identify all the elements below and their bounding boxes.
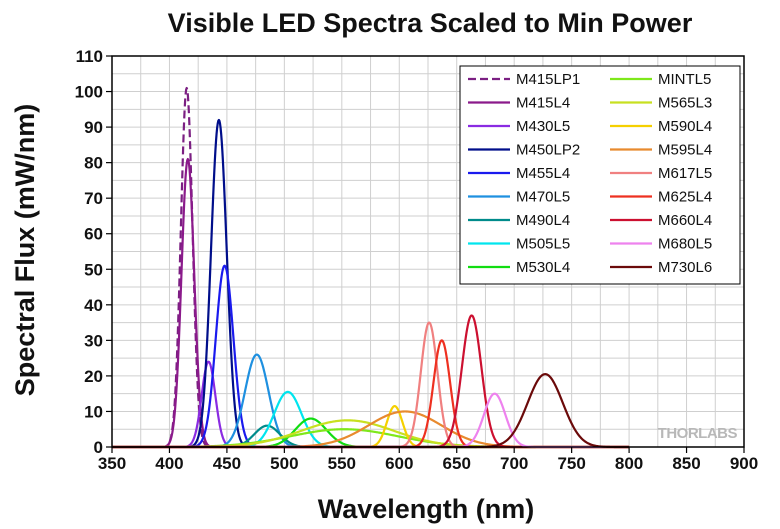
y-tick-label: 90	[84, 118, 103, 137]
y-axis-label: Spectral Flux (mW/nm)	[10, 104, 40, 397]
y-tick-label: 10	[84, 402, 103, 421]
legend-label-m590l4: M590L4	[658, 118, 712, 135]
y-tick-label: 40	[84, 296, 103, 315]
x-tick-label: 650	[443, 454, 471, 473]
chart-title: Visible LED Spectra Scaled to Min Power	[168, 8, 693, 38]
x-tick-label: 400	[155, 454, 183, 473]
x-tick-label: 550	[328, 454, 356, 473]
y-tick-label: 50	[84, 260, 103, 279]
legend-label-m617l5: M617L5	[658, 165, 712, 182]
y-tick-label: 70	[84, 189, 103, 208]
legend-label-m450lp2: M450LP2	[516, 142, 580, 159]
x-tick-label: 900	[730, 454, 758, 473]
y-tick-label: 100	[75, 83, 103, 102]
legend-label-m505l5: M505L5	[516, 236, 570, 253]
y-tick-label: 20	[84, 367, 103, 386]
x-tick-label: 500	[270, 454, 298, 473]
legend-label-m680l5: M680L5	[658, 236, 712, 253]
legend-label-m660l4: M660L4	[658, 212, 712, 229]
x-axis-ticks: 350 400 450 500 550 600 650 700 750 800 850 900	[98, 447, 758, 473]
legend: M415LP1 M415L4 M430L5 M450LP2 M455L4 M470L5 M4…	[459, 65, 741, 285]
thorlabs-watermark: THORLABS	[658, 425, 738, 442]
legend-label-mintl5: MINTL5	[658, 71, 711, 88]
legend-label-m565l3: M565L3	[658, 95, 712, 112]
y-tick-label: 110	[76, 47, 103, 66]
y-tick-label: 80	[84, 154, 103, 173]
legend-label-m730l6: M730L6	[658, 259, 712, 276]
legend-label-m430l5: M430L5	[516, 118, 570, 135]
legend-label-m595l4: M595L4	[658, 142, 712, 159]
legend-label-m490l4: M490L4	[516, 212, 570, 229]
y-tick-label: 30	[84, 331, 103, 350]
x-tick-label: 350	[98, 454, 126, 473]
x-tick-label: 700	[500, 454, 528, 473]
legend-label-m530l4: M530L4	[516, 259, 570, 276]
x-tick-label: 600	[385, 454, 413, 473]
y-tick-label: 60	[84, 225, 103, 244]
y-axis-ticks: 0 10 20 30 40 50 60 70 80 90 100 110	[75, 47, 112, 457]
legend-label-m415l4: M415L4	[516, 95, 570, 112]
y-tick-label: 0	[94, 438, 103, 457]
legend-label-m470l5: M470L5	[516, 189, 570, 206]
x-axis-label: Wavelength (nm)	[318, 494, 535, 524]
legend-label-m625l4: M625L4	[658, 189, 712, 206]
legend-label-m455l4: M455L4	[516, 165, 570, 182]
x-tick-label: 850	[672, 454, 700, 473]
plot-frame	[111, 55, 745, 448]
x-tick-label: 750	[557, 454, 585, 473]
x-tick-label: 450	[213, 454, 241, 473]
legend-label-m415lp1: M415LP1	[516, 71, 580, 88]
x-tick-label: 800	[615, 454, 643, 473]
